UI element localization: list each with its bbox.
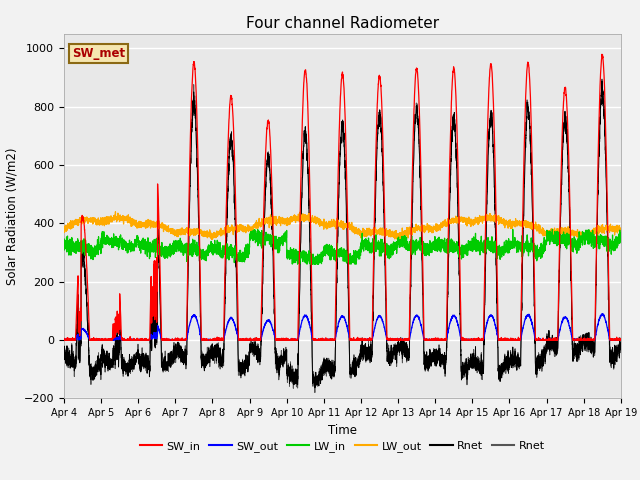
X-axis label: Time: Time	[328, 424, 357, 437]
Text: SW_met: SW_met	[72, 48, 125, 60]
Title: Four channel Radiometer: Four channel Radiometer	[246, 16, 439, 31]
Legend: SW_in, SW_out, LW_in, LW_out, Rnet, Rnet: SW_in, SW_out, LW_in, LW_out, Rnet, Rnet	[136, 437, 549, 456]
Y-axis label: Solar Radiation (W/m2): Solar Radiation (W/m2)	[5, 147, 18, 285]
